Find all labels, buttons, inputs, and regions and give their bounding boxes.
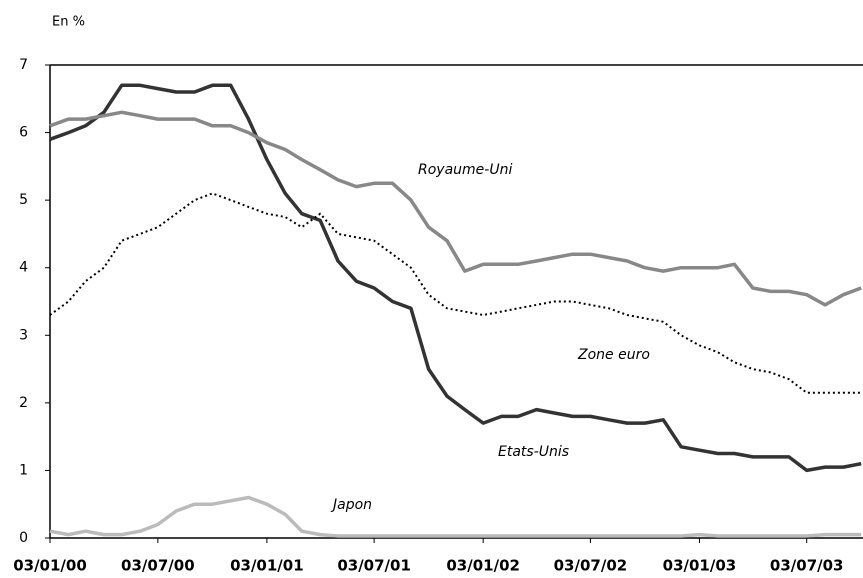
x-tick-label: 03/01/01 bbox=[230, 557, 304, 575]
series-line bbox=[49, 83, 862, 473]
series-label: Japon bbox=[330, 497, 372, 513]
y-tick-label: 7 bbox=[19, 57, 28, 73]
y-tick-label: 6 bbox=[19, 125, 28, 141]
x-tick-label: 03/01/03 bbox=[663, 557, 737, 575]
y-tick-label: 1 bbox=[19, 462, 28, 478]
series-line bbox=[49, 495, 862, 538]
x-tick-label: 03/07/02 bbox=[554, 557, 628, 575]
series-label: Etats-Unis bbox=[498, 444, 569, 460]
series-line bbox=[49, 192, 862, 394]
y-tick-label: 5 bbox=[19, 192, 28, 208]
y-axis-label: En % bbox=[52, 15, 85, 30]
y-tick-label: 3 bbox=[19, 327, 28, 343]
y-tick-label: 0 bbox=[19, 530, 28, 546]
series-label: Zone euro bbox=[577, 347, 650, 363]
y-tick-label: 2 bbox=[19, 395, 28, 411]
x-tick-label: 03/07/00 bbox=[121, 557, 195, 575]
x-tick-label: 03/01/02 bbox=[446, 557, 520, 575]
series-label: Royaume-Uni bbox=[418, 162, 512, 178]
x-tick-label: 03/01/00 bbox=[13, 557, 87, 575]
y-tick-label: 4 bbox=[19, 260, 28, 276]
x-tick-label: 03/07/03 bbox=[770, 557, 844, 575]
x-tick-label: 03/07/01 bbox=[337, 557, 411, 575]
series-line bbox=[49, 110, 862, 307]
